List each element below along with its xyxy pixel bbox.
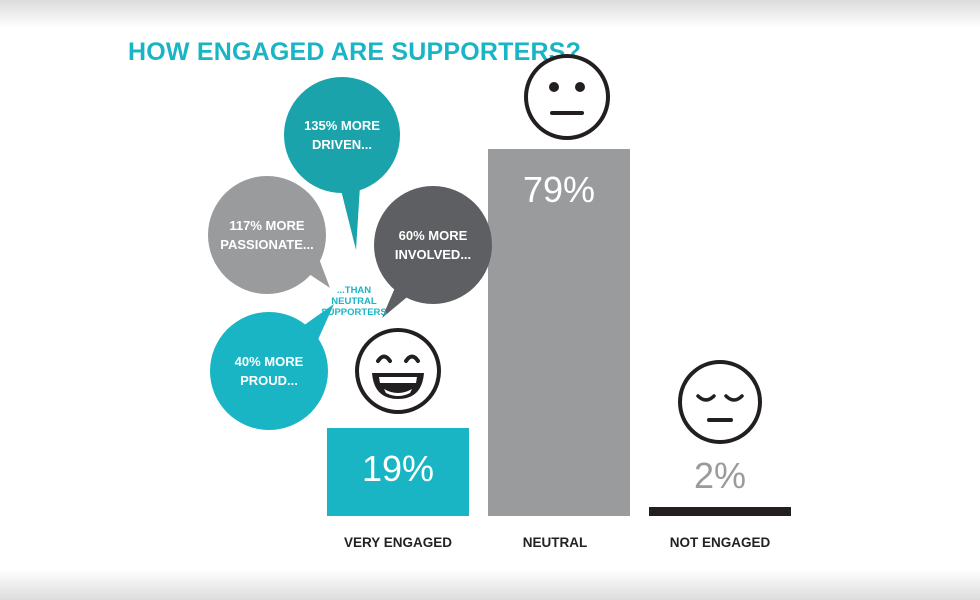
sleepy-face-icon [678,360,762,444]
bar-not-engaged [649,506,791,516]
value-label-very-engaged: 19% [361,447,435,489]
bottom-shade [0,570,980,600]
proud-bubble: 40% MORE PROUD... [210,312,328,430]
chart-title: HOW ENGAGED ARE SUPPORTERS? [128,38,582,66]
neutral-face-icon [524,54,610,140]
passionate-bubble: 117% MORE PASSIONATE... [208,176,326,294]
category-label-neutral: NEUTRAL [522,535,588,550]
laughing-face-icon [355,328,441,414]
driven-bubble-tail [340,186,360,250]
value-label-neutral: 79% [522,168,596,210]
top-shade [0,0,980,28]
category-label-very-engaged: VERY ENGAGED [343,535,453,550]
value-label-not-engaged: 2% [693,454,747,496]
bar-very-engaged [327,427,469,516]
category-label-not-engaged: NOT ENGAGED [669,535,771,550]
bar-neutral [488,148,630,516]
driven-bubble: 135% MORE DRIVEN... [284,77,400,193]
than-neutral-note: ...THAN NEUTRAL SUPPORTERS [321,285,387,318]
involved-bubble: 60% MORE INVOLVED... [374,186,492,304]
